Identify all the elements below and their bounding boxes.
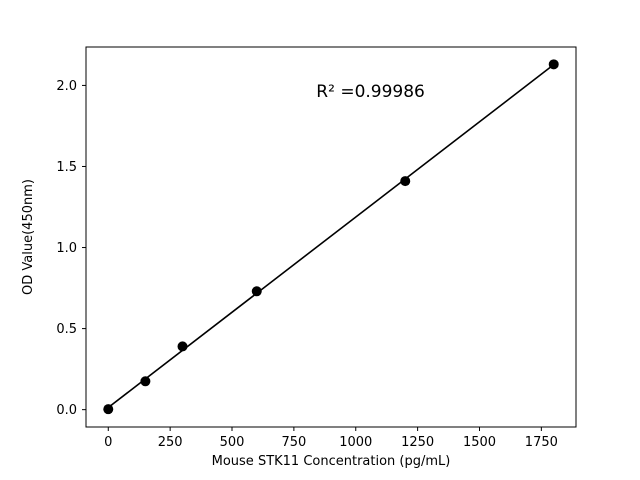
x-tick-label: 1250 bbox=[401, 435, 434, 450]
y-tick-label: 2.0 bbox=[56, 79, 77, 94]
r-squared-annotation: R² =0.99986 bbox=[316, 82, 425, 102]
x-tick-label: 1000 bbox=[339, 435, 372, 450]
x-tick-label: 1750 bbox=[525, 435, 558, 450]
data-point bbox=[251, 286, 262, 297]
data-point bbox=[548, 59, 559, 70]
y-tick-label: 0.5 bbox=[56, 322, 77, 337]
data-point bbox=[140, 376, 151, 387]
y-tick-label: 1.5 bbox=[56, 160, 77, 175]
x-tick-label: 750 bbox=[281, 435, 306, 450]
y-axis-label: OD Value(450nm) bbox=[21, 179, 36, 295]
x-tick-label: 250 bbox=[158, 435, 183, 450]
data-point bbox=[400, 176, 411, 187]
x-tick-label: 500 bbox=[220, 435, 245, 450]
x-tick-label: 1500 bbox=[463, 435, 496, 450]
y-tick-label: 0.0 bbox=[56, 403, 77, 418]
data-point bbox=[103, 404, 114, 415]
y-tick-label: 1.0 bbox=[56, 241, 77, 256]
x-axis-label: Mouse STK11 Concentration (pg/mL) bbox=[212, 454, 451, 469]
data-point bbox=[177, 341, 188, 352]
axes-box bbox=[85, 46, 577, 428]
x-tick-label: 0 bbox=[104, 435, 112, 450]
